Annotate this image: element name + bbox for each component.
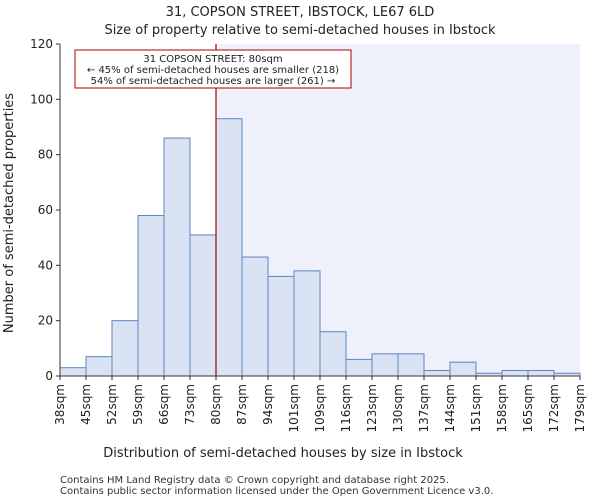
y-tick-label: 40 <box>38 258 53 272</box>
x-tick-label: 116sqm <box>339 384 353 432</box>
footer-copyright: Contains HM Land Registry data © Crown c… <box>60 475 449 486</box>
x-tick-label: 109sqm <box>313 384 327 432</box>
y-tick-label: 100 <box>30 92 53 106</box>
bar-87sqm <box>241 256 269 377</box>
bar-144sqm <box>449 361 477 377</box>
x-tick-label: 130sqm <box>391 384 405 432</box>
y-tick-label: 0 <box>45 369 53 383</box>
x-tick-label: 101sqm <box>287 384 301 432</box>
x-tick-label: 87sqm <box>235 384 249 425</box>
bar-73sqm <box>189 234 217 377</box>
bar-123sqm <box>371 353 399 377</box>
bar-52sqm <box>111 320 139 377</box>
x-tick-label: 179sqm <box>573 384 587 432</box>
bar-59sqm <box>137 215 165 377</box>
annotation-line-1: 31 COPSON STREET: 80sqm <box>143 54 282 65</box>
x-tick-label: 73sqm <box>183 384 197 425</box>
x-tick-label: 165sqm <box>521 384 535 432</box>
bar-94sqm <box>267 275 295 377</box>
bar-66sqm <box>163 137 191 377</box>
x-tick-label: 172sqm <box>547 384 561 432</box>
footer-licence: Contains public sector information licen… <box>60 486 493 497</box>
x-tick-label: 144sqm <box>443 384 457 432</box>
x-tick-label: 52sqm <box>105 384 119 425</box>
x-tick-label: 59sqm <box>131 384 145 425</box>
bar-80sqm <box>215 118 243 377</box>
bar-137sqm <box>423 369 451 377</box>
chart-title: 31, COPSON STREET, IBSTOCK, LE67 6LD <box>166 5 435 20</box>
bar-45sqm <box>85 356 113 377</box>
x-tick-label: 38sqm <box>53 384 67 425</box>
x-tick-label: 45sqm <box>79 384 93 425</box>
x-tick-label: 94sqm <box>261 384 275 425</box>
bar-130sqm <box>397 353 425 377</box>
annotation-line-3: 54% of semi-detached houses are larger (… <box>91 76 336 87</box>
y-tick-label: 120 <box>30 37 53 51</box>
annotation-box <box>74 49 352 89</box>
y-tick-label: 60 <box>38 203 53 217</box>
x-tick-label: 137sqm <box>417 384 431 432</box>
x-tick-label: 80sqm <box>209 384 223 425</box>
chart-subtitle: Size of property relative to semi-detach… <box>104 23 496 38</box>
bar-109sqm <box>319 331 347 377</box>
bar-116sqm <box>345 358 373 377</box>
x-tick-label: 123sqm <box>365 384 379 432</box>
bar-158sqm <box>501 369 529 377</box>
y-tick-label: 80 <box>38 148 53 162</box>
bar-101sqm <box>293 270 321 377</box>
annotation-line-2: ← 45% of semi-detached houses are smalle… <box>87 65 339 76</box>
y-tick-label: 20 <box>38 314 53 328</box>
x-tick-label: 66sqm <box>157 384 171 425</box>
x-tick-label: 151sqm <box>469 384 483 432</box>
x-axis-label: Distribution of semi-detached houses by … <box>103 446 463 461</box>
y-axis-label: Number of semi-detached properties <box>2 93 17 333</box>
bar-165sqm <box>527 369 555 377</box>
x-tick-label: 158sqm <box>495 384 509 432</box>
bar-38sqm <box>59 367 87 377</box>
